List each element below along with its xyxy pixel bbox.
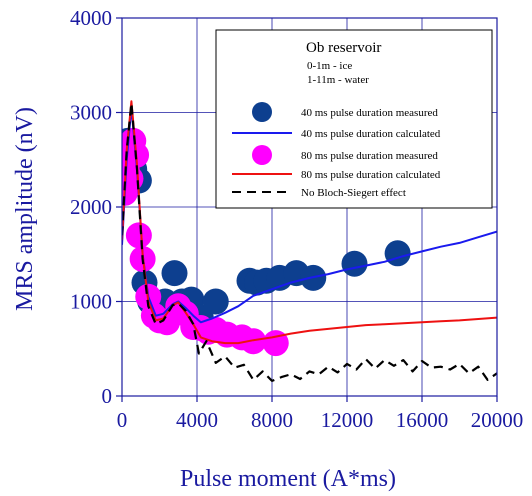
legend-label-4: No Bloch-Siegert effect <box>301 187 406 199</box>
series-0-point-13 <box>202 288 229 315</box>
legend-label-1: 40 ms pulse duration calculated <box>301 128 441 140</box>
legend-marker-0 <box>252 102 272 122</box>
legend-label-0: 40 ms pulse duration measured <box>301 107 438 119</box>
series-0-point-20 <box>341 250 368 277</box>
series-0-point-21 <box>384 240 411 267</box>
legend-title: Ob reservoir <box>306 40 381 56</box>
series-2-point-6 <box>125 222 152 249</box>
legend-entries: 40 ms pulse duration measured 40 ms pulse… <box>232 102 441 199</box>
x-tick-label-0: 0 <box>117 408 128 432</box>
x-tick-label-1: 4000 <box>176 408 218 432</box>
y-tick-label-3: 3000 <box>70 101 112 125</box>
series-4-line <box>122 101 497 382</box>
legend-marker-2 <box>252 145 272 165</box>
legend-label-3: 80 ms pulse duration calculated <box>301 169 441 181</box>
tick-labels: 0 4000 8000 12000 16000 20000 0 1000 2000 3000 400… <box>70 6 523 432</box>
y-tick-label-2: 2000 <box>70 195 112 219</box>
x-tick-label-2: 8000 <box>251 408 293 432</box>
x-tick-label-5: 20000 <box>471 408 524 432</box>
y-axis-label: MRS amplitude (nV) <box>12 107 38 311</box>
axes <box>116 17 498 402</box>
y-tick-label-1: 1000 <box>70 290 112 314</box>
series-layer <box>122 100 497 382</box>
x-tick-label-4: 16000 <box>396 408 449 432</box>
legend: Ob reservoir 0-1m - ice 1-11m - water 40… <box>215 29 493 209</box>
legend-label-2: 80 ms pulse duration measured <box>301 150 438 162</box>
legend-note-ice: 0-1m - ice <box>307 60 352 72</box>
series-2-point-21 <box>262 330 289 357</box>
series-4 <box>122 101 497 382</box>
series-0-point-9 <box>161 260 188 287</box>
y-tick-label-4: 4000 <box>70 6 112 30</box>
series-2-point-3 <box>122 165 144 192</box>
y-tick-label-0: 0 <box>102 384 113 408</box>
x-axis-label: Pulse moment (A*ms) <box>180 466 396 492</box>
legend-note-water: 1-11m - water <box>307 74 369 86</box>
x-tick-label-3: 12000 <box>321 408 374 432</box>
